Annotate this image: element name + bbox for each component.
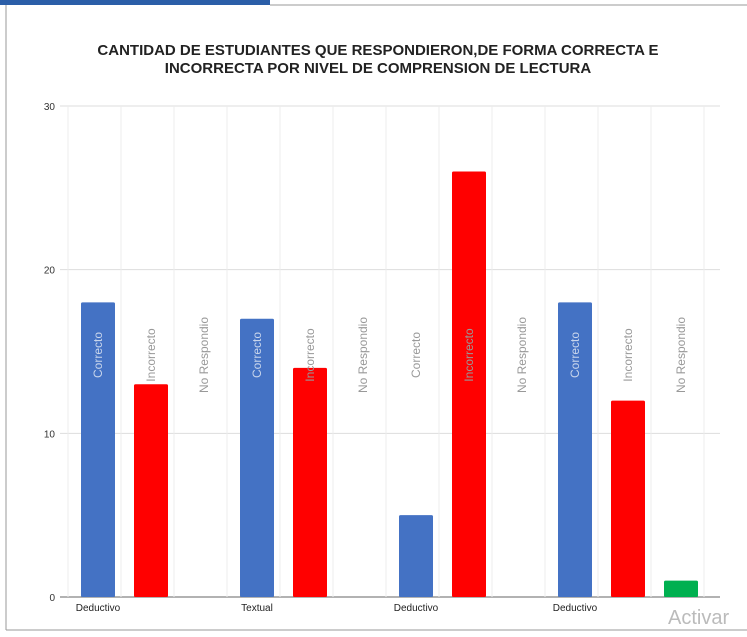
- y-tick-label: 20: [44, 266, 56, 277]
- bar-series-label: Correcto: [409, 332, 423, 378]
- bar-series-label: Correcto: [250, 332, 264, 378]
- activation-watermark: Activar: [668, 607, 729, 629]
- y-axis-ticks: 0 10 20 30: [44, 102, 56, 604]
- bars: [81, 171, 698, 597]
- bar-no-respondio: [664, 580, 698, 597]
- y-tick-label: 10: [44, 429, 56, 440]
- top-accent-bar: [0, 0, 270, 5]
- bar-series-label: No Respondio: [356, 317, 370, 393]
- bar-series-label: No Respondio: [515, 317, 529, 393]
- bar-correcto: [81, 302, 115, 597]
- bar-series-label: Correcto: [568, 332, 582, 378]
- x-category-label: Deductivo: [553, 603, 598, 614]
- bar-series-label: Incorrecto: [144, 328, 158, 382]
- bar-series-label: No Respondio: [674, 317, 688, 393]
- grid-lines: [60, 105, 720, 598]
- bar-incorrecto: [293, 367, 327, 597]
- y-tick-label: 0: [49, 593, 55, 604]
- bar-correcto: [399, 515, 433, 597]
- bar-incorrecto: [611, 400, 645, 597]
- x-category-label: Deductivo: [394, 603, 439, 614]
- bar-series-label: Incorrecto: [303, 328, 317, 382]
- bar-correcto: [240, 318, 274, 597]
- x-category-label: Deductivo: [76, 603, 121, 614]
- bar-series-label: No Respondio: [197, 317, 211, 393]
- x-axis-categories: Deductivo Textual Deductivo Deductivo: [76, 603, 598, 614]
- chart-title-line-1: CANTIDAD DE ESTUDIANTES QUE RESPONDIERON…: [97, 42, 658, 59]
- bar-correcto: [558, 302, 592, 597]
- bar-series-label: Incorrecto: [462, 328, 476, 382]
- bar-series-label: Incorrecto: [621, 328, 635, 382]
- chart-title-line-2: INCORRECTA POR NIVEL DE COMPRENSION DE L…: [165, 60, 592, 77]
- bar-incorrecto: [452, 171, 486, 597]
- bar-series-label: Correcto: [91, 332, 105, 378]
- y-tick-label: 30: [44, 102, 56, 113]
- x-category-label: Textual: [241, 603, 273, 614]
- bar-labels: Correcto Incorrecto No Respondio Correcto In…: [91, 317, 688, 393]
- bar-incorrecto: [134, 384, 168, 597]
